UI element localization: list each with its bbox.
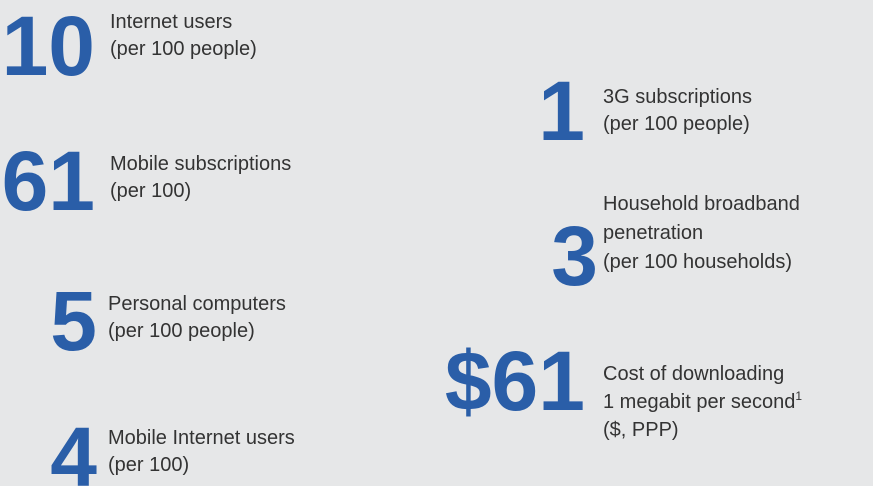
label-line: Mobile subscriptions	[110, 153, 291, 175]
label-line: Household broadband	[603, 193, 800, 215]
label-line: (per 100 people)	[110, 38, 257, 60]
label-line: (per 100 people)	[108, 320, 255, 342]
figure: 5	[50, 274, 97, 368]
label-line: Cost of downloading	[603, 363, 784, 385]
label-line: Mobile Internet users	[108, 427, 295, 449]
label-line: (per 100 people)	[603, 113, 750, 135]
footnote-mark: 1	[795, 389, 802, 403]
label-line: ($, PPP)	[603, 419, 679, 441]
label-line: (per 100)	[108, 454, 189, 476]
label-line: (per 100)	[110, 180, 191, 202]
label-line: Internet users	[110, 11, 232, 33]
label-line: 1 megabit per second1	[603, 389, 802, 413]
figure: 1	[538, 64, 585, 158]
figure: $61	[445, 334, 585, 428]
figure: 4	[50, 410, 97, 486]
label-line: Personal computers	[108, 293, 286, 315]
label-line: (per 100 households)	[603, 251, 792, 273]
figure: 3	[551, 209, 598, 303]
figure: 10	[2, 0, 95, 93]
figure: 61	[2, 134, 95, 228]
label-line: penetration	[603, 222, 703, 244]
label-line: 3G subscriptions	[603, 86, 752, 108]
